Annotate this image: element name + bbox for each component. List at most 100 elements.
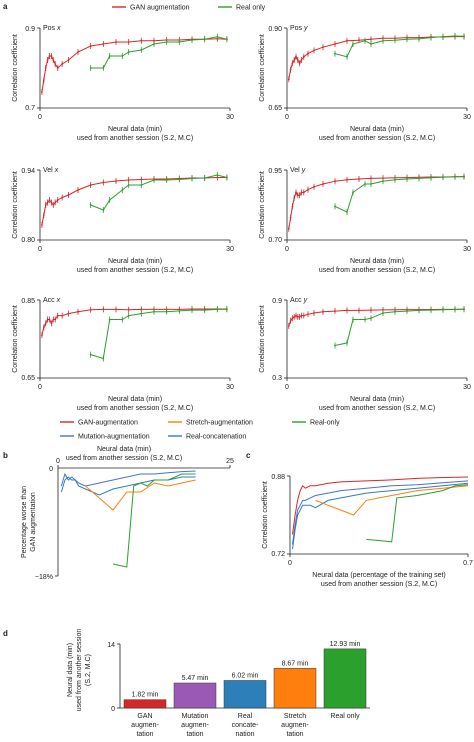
panel-label-c: c <box>246 451 251 460</box>
acc-y-ytick-label-low: 0.3 <box>272 375 282 382</box>
pos-x-series-real-point <box>216 35 219 38</box>
acc-y-xlabel-2: used from another session (S.2, M.C) <box>319 405 435 412</box>
panel-d-bar <box>273 668 317 709</box>
acc-x-series-gan-point <box>44 322 47 325</box>
vel-y-series-gan-point <box>370 177 372 180</box>
vel-y-series-gan-point <box>293 197 296 199</box>
vel-x-xtick-label-low: 0 <box>38 246 42 253</box>
acc-x-series-gan-point <box>50 322 53 325</box>
pos-x-xtick-label-low: 0 <box>38 114 42 121</box>
acc-y-series-gan-point <box>302 314 305 317</box>
acc-x-series-gan-point <box>52 318 55 321</box>
acc-y-series-real-point <box>352 318 354 321</box>
acc-y-series-real-point <box>334 344 336 347</box>
panel-c-series-mutation-line <box>292 480 469 545</box>
acc-x-xlabel-1: Neural data (min) <box>108 396 162 403</box>
panel-b-series-real-line <box>112 473 196 568</box>
chart-panel-b: 0 25 0 −18% Neural data (min) used from anoth… <box>21 446 234 581</box>
acc-y-ylabel: Correlation coefficient <box>259 305 266 373</box>
panel-d-bar-category: Stretch <box>284 713 306 720</box>
vel-y-series-real-point <box>454 175 456 178</box>
panel-d-ytick-label-low: 0 <box>111 706 115 713</box>
pos-x-series-gan-point <box>89 45 92 47</box>
panel-c-xtick-label-low: 0 <box>288 560 292 567</box>
panel-d-ylabel-1: Neural data (min) <box>67 643 74 697</box>
panel-c-ytick-label-high: 0.88 <box>271 474 285 481</box>
vel-x-series-gan-point <box>48 199 51 201</box>
panel-c-xlabel-1: Neural data (percentage of the training … <box>312 572 445 579</box>
vel-x-ylabel: Correlation coefficient <box>12 171 19 239</box>
panel-d-bar-category: tation <box>186 731 203 738</box>
pos-x-ytick-label-high: 0.9 <box>25 26 35 33</box>
panel-d-bar-value: 8.67 min <box>282 660 309 667</box>
panel-b-ylabel-2: GAN augmentation <box>30 492 37 552</box>
vel-y-series-real-point <box>430 176 432 179</box>
vel-x-series-gan-point <box>140 178 143 181</box>
vel-y-series-real-point <box>352 191 354 194</box>
acc-x-series-gan-point <box>67 312 70 315</box>
acc-x-series-gan-point <box>115 308 117 311</box>
vel-x-series-real-point <box>191 177 193 180</box>
vel-y-title-main: Vel <box>290 167 302 174</box>
vel-x-ytick-label-low: 0.80 <box>21 237 35 244</box>
panel-c-xtick-label-high: 0.7 <box>463 560 473 567</box>
vel-x-series-real-point <box>216 174 219 176</box>
pos-y-series-gan-point <box>358 39 360 42</box>
panel-d-ylabel-2: used from another session <box>76 629 83 712</box>
pos-y-xtick-label-low: 0 <box>285 114 289 121</box>
panel-d-bar-value: 1.82 min <box>132 692 159 699</box>
panel-d-bar-category: nation <box>235 731 254 738</box>
vel-y-ylabel: Correlation coefficient <box>259 171 266 239</box>
vel-x-series-real-point <box>203 177 206 179</box>
panel-b-series-stretch-line <box>85 479 196 511</box>
pos-y-series-real-point <box>334 52 336 55</box>
vel-x-series-real-point <box>89 204 92 206</box>
pos-y-series-real-point <box>406 38 408 41</box>
vel-x-xlabel-2: used from another session (S.2, M.C) <box>77 267 193 274</box>
vel-y-series-gan-point <box>322 183 324 185</box>
pos-x-series-gan-point <box>56 67 59 69</box>
acc-y-xlabel-1: Neural data (min) <box>350 396 404 403</box>
acc-y-series-real-point <box>418 309 420 312</box>
chart-panel-d: 0 14 Neural data (min) used from another se… <box>67 629 370 738</box>
acc-x-series-gan-point <box>89 308 92 311</box>
acc-y-series-gan-point <box>296 316 299 318</box>
acc-y-series-real-point <box>463 308 465 310</box>
legend-label-gan: GAN augmentation <box>130 5 190 12</box>
pos-y-series-real-point <box>430 36 432 39</box>
acc-x-ytick-label-low: 0.65 <box>21 375 35 382</box>
acc-y-ytick-label-high: 0.9 <box>272 298 282 305</box>
panel-label-b: b <box>3 451 8 460</box>
acc-x-ylabel: Correlation coefficient <box>12 305 19 373</box>
panel-d-bar-category: concate- <box>232 722 260 729</box>
chart-acc-x: 0.65 0.85 0 30 Acc x Neural data (min) used fr… <box>12 297 234 412</box>
panel-d-bar <box>123 699 167 709</box>
pos-x-series-gan-point <box>41 91 43 93</box>
acc-y-series-gan-point <box>322 310 324 313</box>
acc-x-series-gan-point <box>48 318 51 321</box>
acc-y-series-gan-point <box>287 325 290 327</box>
acc-y-series-gan-point <box>382 308 384 311</box>
vel-x-series-gan-point <box>41 224 43 226</box>
legend-mid: GAN-augmentation Stretch-augmentation Re… <box>60 420 340 441</box>
panel-d-bar-category: Real only <box>330 713 360 720</box>
acc-x-series-gan-point <box>140 308 143 311</box>
panel-b-xtick-label-low: 0 <box>56 458 60 465</box>
pos-x-series-gan-point <box>46 59 49 61</box>
pos-y-series-real-point <box>394 39 396 42</box>
vel-y-series-gan-point <box>382 177 384 180</box>
panel-b-xtick-label-high: 25 <box>226 458 234 465</box>
acc-y-xtick-label-low: 0 <box>285 384 289 391</box>
pos-x-series-gan-point <box>77 51 79 53</box>
pos-x-title-var: x <box>56 25 61 32</box>
pos-x-series-real-point <box>108 55 111 57</box>
pos-x-series-gan-line <box>41 38 227 93</box>
vel-x-series-real-point <box>121 189 124 191</box>
pos-y-ytick-label-high: 0.90 <box>268 26 282 33</box>
pos-y-ytick-label-low: 0.65 <box>268 105 282 112</box>
pos-x-series-real-point <box>225 38 228 41</box>
vel-x-series-gan-point <box>102 181 105 184</box>
acc-x-title-main: Acc <box>43 297 57 304</box>
acc-x-series-real-point <box>102 357 105 360</box>
